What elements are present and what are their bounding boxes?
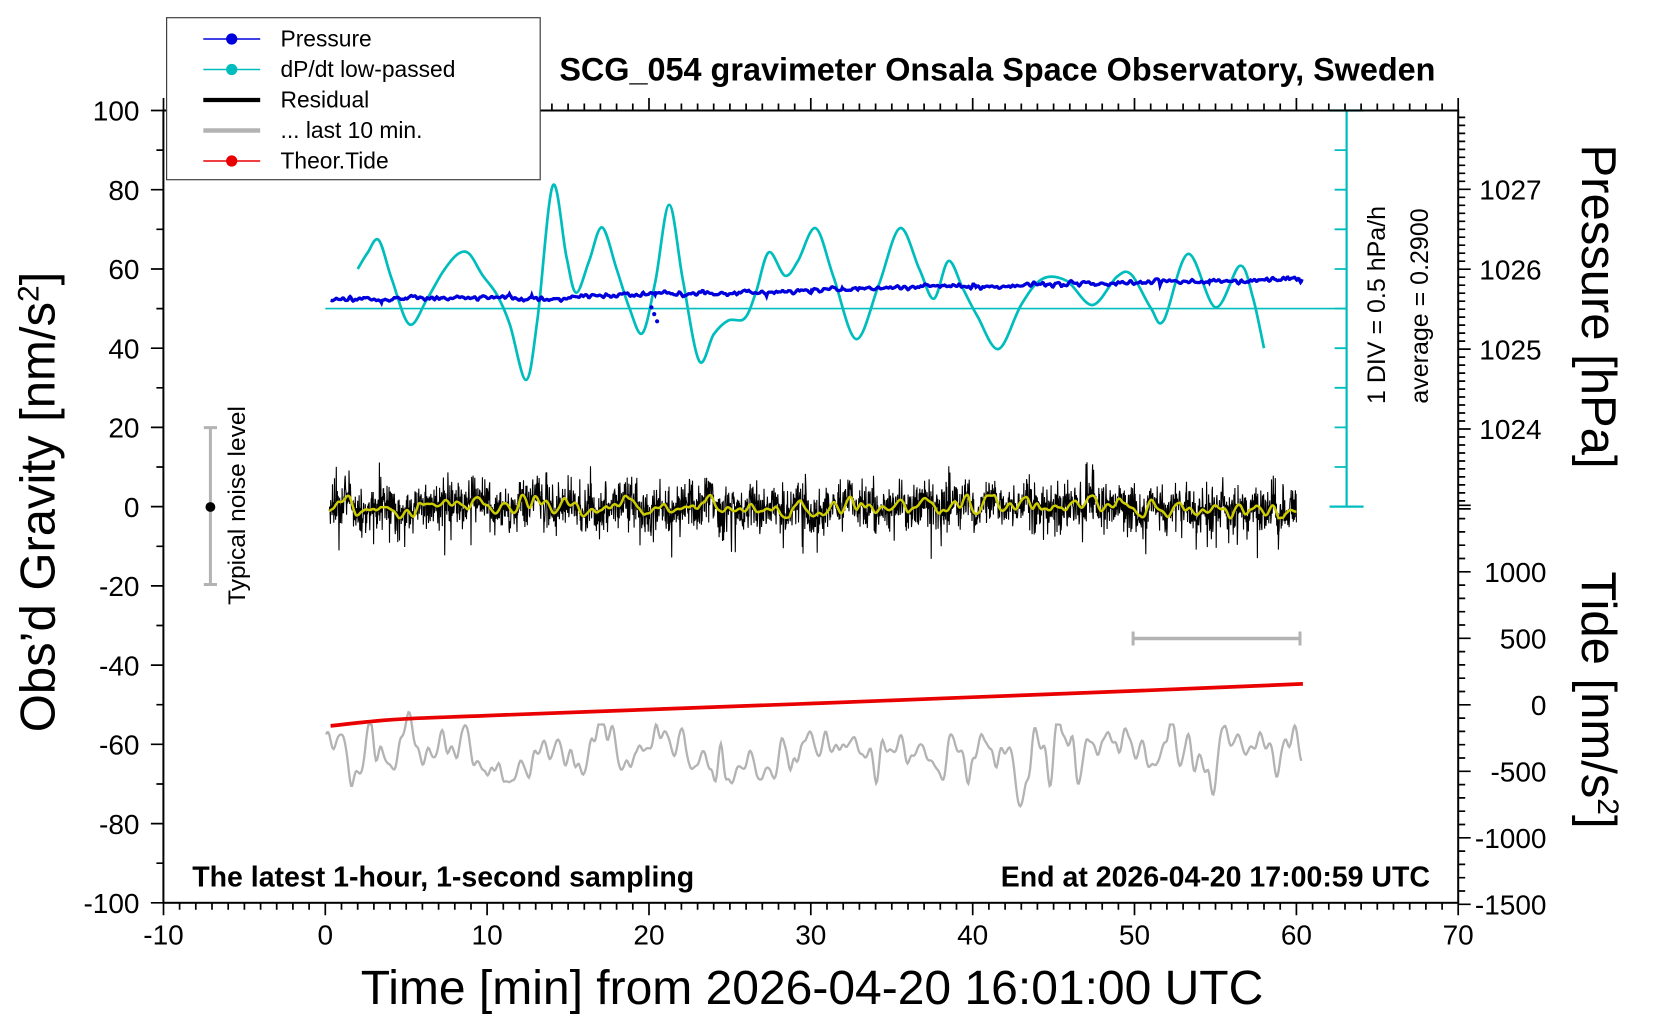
svg-text:-40: -40 bbox=[99, 650, 139, 681]
svg-text:-500: -500 bbox=[1490, 757, 1546, 788]
svg-text:... last 10 min.: ... last 10 min. bbox=[281, 117, 423, 143]
svg-text:1026: 1026 bbox=[1479, 254, 1541, 285]
svg-text:The latest 1-hour, 1-second sa: The latest 1-hour, 1-second sampling bbox=[192, 862, 694, 894]
svg-text:80: 80 bbox=[108, 175, 139, 206]
svg-text:60: 60 bbox=[108, 254, 139, 285]
svg-text:60: 60 bbox=[1281, 920, 1312, 951]
svg-text:1027: 1027 bbox=[1479, 175, 1541, 206]
svg-text:40: 40 bbox=[957, 920, 988, 951]
svg-text:-60: -60 bbox=[99, 730, 139, 761]
svg-text:-100: -100 bbox=[83, 888, 139, 919]
svg-text:Time [min] from 2026-04-20 16:: Time [min] from 2026-04-20 16:01:00 UTC bbox=[361, 962, 1264, 1015]
svg-text:Pressure [hPa]: Pressure [hPa] bbox=[1571, 144, 1625, 468]
svg-text:Theor.Tide: Theor.Tide bbox=[281, 148, 389, 174]
svg-text:Tide [nm/s2]: Tide [nm/s2] bbox=[1571, 571, 1625, 828]
svg-text:-80: -80 bbox=[99, 809, 139, 840]
svg-text:Obs’d Gravity [nm/s2]: Obs’d Gravity [nm/s2] bbox=[12, 272, 66, 733]
svg-text:End at 2026-04-20 17:00:59 UTC: End at 2026-04-20 17:00:59 UTC bbox=[1001, 862, 1430, 894]
svg-text:SCG_054 gravimeter Onsala Spac: SCG_054 gravimeter Onsala Space Observat… bbox=[559, 52, 1435, 88]
svg-text:1024: 1024 bbox=[1479, 414, 1541, 445]
svg-text:50: 50 bbox=[1119, 920, 1150, 951]
svg-text:20: 20 bbox=[633, 920, 664, 951]
svg-text:1025: 1025 bbox=[1479, 334, 1541, 365]
svg-text:10: 10 bbox=[472, 920, 503, 951]
svg-text:500: 500 bbox=[1500, 624, 1547, 655]
svg-text:0: 0 bbox=[124, 492, 140, 523]
svg-text:100: 100 bbox=[93, 96, 140, 127]
svg-text:20: 20 bbox=[108, 413, 139, 444]
svg-text:-1000: -1000 bbox=[1475, 823, 1547, 854]
svg-text:-10: -10 bbox=[143, 920, 183, 951]
svg-text:1 DIV = 0.5 hPa/h: 1 DIV = 0.5 hPa/h bbox=[1363, 206, 1391, 404]
svg-text:dP/dt low-passed: dP/dt low-passed bbox=[281, 56, 456, 82]
svg-text:Residual: Residual bbox=[281, 87, 370, 113]
svg-text:-1500: -1500 bbox=[1475, 890, 1547, 921]
svg-text:Typical noise level: Typical noise level bbox=[224, 406, 251, 605]
svg-text:30: 30 bbox=[795, 920, 826, 951]
svg-text:-20: -20 bbox=[99, 571, 139, 602]
svg-text:0: 0 bbox=[318, 920, 334, 951]
svg-text:average = 0.2900: average = 0.2900 bbox=[1406, 208, 1434, 403]
svg-text:Pressure: Pressure bbox=[281, 26, 372, 52]
svg-text:1000: 1000 bbox=[1484, 557, 1546, 588]
svg-text:40: 40 bbox=[108, 333, 139, 364]
svg-text:0: 0 bbox=[1531, 690, 1547, 721]
svg-text:70: 70 bbox=[1443, 920, 1474, 951]
